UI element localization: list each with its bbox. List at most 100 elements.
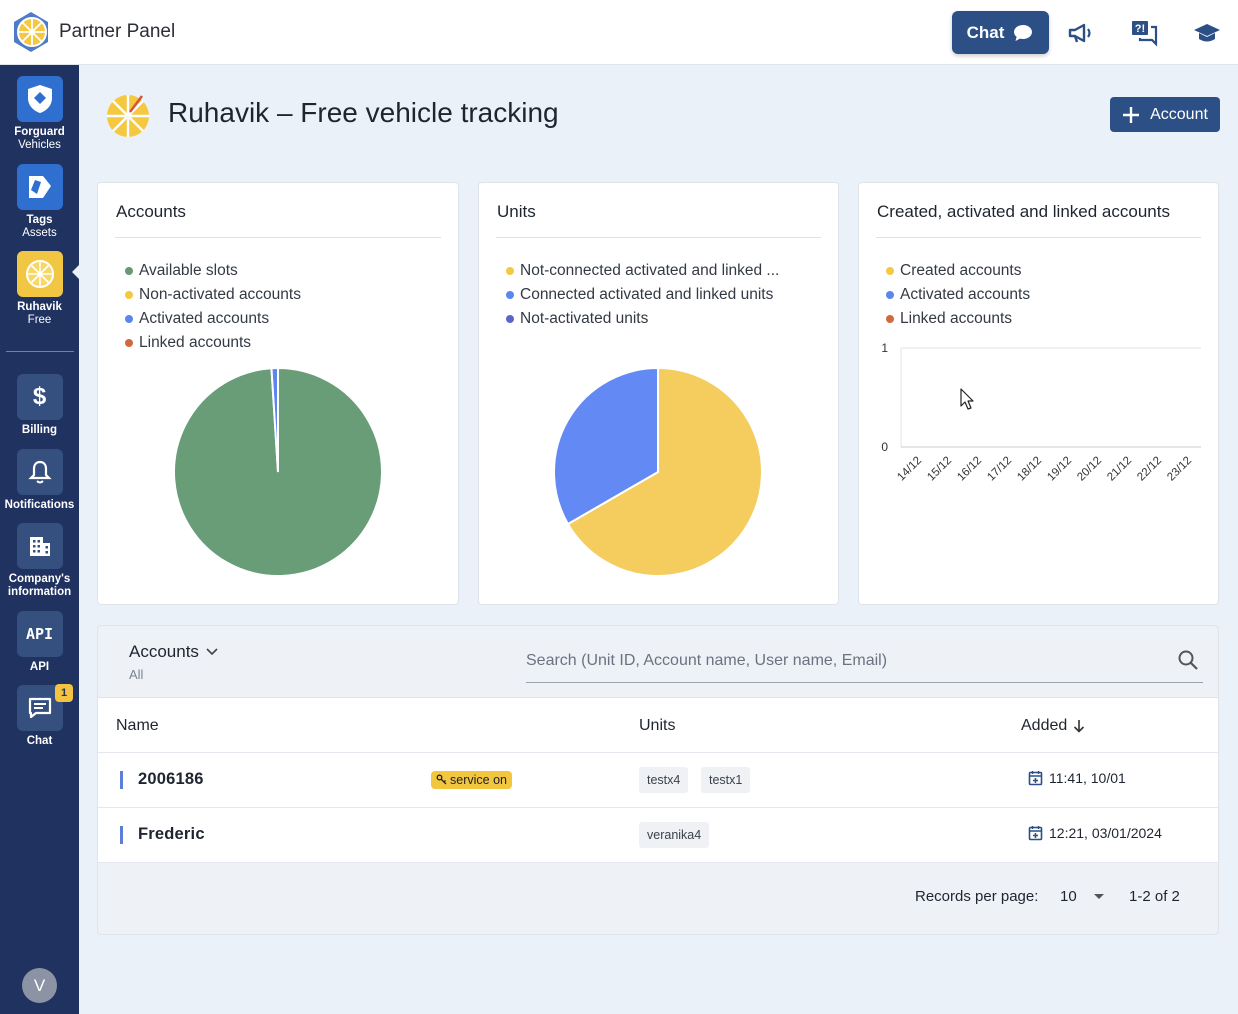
column-label: Name (116, 717, 159, 734)
chat-button-label: Chat (966, 22, 1005, 42)
sidebar-item-ruhavik[interactable]: Ruhavik Free (0, 251, 79, 327)
legend-item[interactable]: Not-connected activated and linked ... (506, 259, 779, 283)
legend-label: Created accounts (900, 262, 1022, 279)
added-date: 12:21, 03/01/2024 (1028, 825, 1162, 841)
column-header-name[interactable]: Name (116, 717, 159, 735)
created-legend: Created accounts Activated accounts Link… (886, 259, 1030, 331)
sidebar-item-sublabel: information (7, 586, 72, 598)
sidebar-item-chat[interactable]: 1 Chat (0, 684, 79, 748)
x-tick-label: 21/12 (1105, 455, 1134, 484)
pie-slice[interactable] (566, 367, 763, 577)
accounts-card: Accounts Available slots Non-activated a… (97, 182, 459, 605)
sidebar-item-company[interactable]: Company's information (0, 523, 79, 599)
search-icon[interactable] (1177, 649, 1199, 671)
megaphone-icon[interactable] (1067, 19, 1095, 47)
card-title: Units (497, 202, 536, 221)
calendar-add-icon (1028, 826, 1043, 841)
help-chat-icon[interactable]: ?! (1130, 19, 1158, 47)
legend-item[interactable]: Activated accounts (886, 283, 1030, 307)
sidebar-item-tags[interactable]: Tags Assets (0, 164, 79, 240)
legend-label: Activated accounts (900, 286, 1031, 303)
created-accounts-card: Created, activated and linked accounts C… (858, 182, 1219, 605)
chevron-down-icon (206, 648, 218, 656)
created-line-chart[interactable]: 1 0 14/12 15/12 16/12 17/12 18/12 19/12 20/12 21/… (869, 333, 1209, 503)
legend-item[interactable]: Not-activated units (506, 307, 779, 331)
per-page-value: 10 (1060, 888, 1077, 905)
column-header-units[interactable]: Units (639, 717, 675, 735)
service-badge: service on (431, 771, 512, 789)
sidebar-item-forguard[interactable]: Forguard Vehicles (0, 76, 79, 152)
x-tick-label: 17/12 (985, 455, 1014, 484)
legend-label: Not-activated units (520, 310, 649, 327)
x-tick-label: 16/12 (955, 455, 984, 484)
x-tick-label: 15/12 (925, 455, 954, 484)
sidebar-item-label: Ruhavik (17, 301, 62, 313)
sidebar-item-notifications[interactable]: Notifications (0, 449, 79, 512)
unit-chip[interactable]: veranika4 (639, 822, 710, 848)
add-account-button[interactable]: Account (1110, 97, 1220, 132)
legend-item[interactable]: Connected activated and linked units (506, 283, 779, 307)
table-row[interactable]: 2006186 service on testx4 testx1 11:41, … (98, 753, 1218, 808)
added-date-text: 11:41, 10/01 (1049, 770, 1126, 786)
svg-text:?!: ?! (1135, 23, 1145, 35)
unit-chip[interactable]: testx1 (701, 767, 751, 793)
pagination-range: 1-2 of 2 (1129, 888, 1180, 905)
ruhavik-logo-icon (25, 260, 54, 288)
pie-slice[interactable] (270, 367, 279, 473)
x-tick-label: 19/12 (1045, 455, 1074, 484)
sidebar-item-label: Tags (26, 214, 53, 226)
accounts-pie-chart[interactable] (173, 367, 383, 577)
shield-icon (27, 85, 52, 113)
sidebar-item-label: Billing (21, 424, 58, 436)
sidebar-item-billing[interactable]: $ Billing (0, 374, 79, 437)
legend-label: Linked accounts (900, 310, 1013, 327)
calendar-add-icon (1028, 771, 1043, 786)
legend-item[interactable]: Non-activated accounts (125, 283, 301, 307)
card-title: Created, activated and linked accounts (877, 202, 1170, 221)
x-tick-label: 20/12 (1075, 455, 1104, 484)
units-card: Units Not-connected activated and linked… (478, 182, 839, 605)
chat-button[interactable]: Chat (952, 11, 1049, 54)
search-input[interactable] (526, 649, 1166, 673)
ruhavik-logo (107, 95, 149, 137)
top-bar: Partner Panel Chat ?! (0, 0, 1238, 65)
y-tick-label: 1 (881, 341, 888, 355)
legend-item[interactable]: Linked accounts (886, 307, 1030, 331)
legend-item[interactable]: Available slots (125, 259, 301, 283)
records-per-page-select[interactable]: 10 (1060, 888, 1104, 905)
app-logo[interactable] (10, 10, 52, 54)
account-name[interactable]: Frederic (138, 825, 205, 843)
sidebar-item-label: Company's (8, 573, 71, 585)
accounts-filter-dropdown[interactable]: Accounts (129, 642, 218, 662)
sidebar-item-label: Notifications (4, 499, 75, 511)
tag-icon (28, 176, 51, 198)
sidebar: Forguard Vehicles Tags Assets Ruhavik Free … (0, 65, 79, 1014)
avatar[interactable]: V (22, 968, 57, 1003)
legend-item[interactable]: Created accounts (886, 259, 1030, 283)
sort-descending-icon (1074, 720, 1085, 733)
y-tick-label: 0 (881, 440, 888, 454)
column-header-added[interactable]: Added (1021, 717, 1085, 735)
accounts-table-panel: Accounts All Name Units Added 2006186 se… (97, 625, 1219, 935)
units-pie-chart[interactable] (553, 367, 763, 577)
legend-item[interactable]: Linked accounts (125, 331, 301, 355)
account-name[interactable]: 2006186 (138, 770, 204, 788)
message-icon (28, 697, 51, 719)
column-label: Added (1021, 717, 1068, 734)
sidebar-item-sublabel: Vehicles (18, 139, 61, 151)
table-row[interactable]: Frederic veranika4 12:21, 03/01/2024 (98, 808, 1218, 863)
app-title: Partner Panel (59, 21, 176, 42)
x-tick-label: 22/12 (1135, 455, 1164, 484)
pie-slice[interactable] (553, 367, 659, 526)
unit-chip[interactable]: testx4 (639, 767, 689, 793)
accounts-legend: Available slots Non-activated accounts A… (125, 259, 301, 355)
legend-label: Linked accounts (139, 334, 252, 351)
units-legend: Not-connected activated and linked ... C… (506, 259, 779, 331)
sidebar-item-api[interactable]: API API (0, 611, 79, 674)
x-tick-label: 23/12 (1165, 455, 1194, 484)
x-tick-label: 14/12 (895, 455, 924, 484)
building-icon (29, 537, 50, 556)
graduation-cap-icon[interactable] (1193, 19, 1221, 47)
legend-item[interactable]: Activated accounts (125, 307, 301, 331)
filter-label: Accounts (129, 642, 199, 661)
